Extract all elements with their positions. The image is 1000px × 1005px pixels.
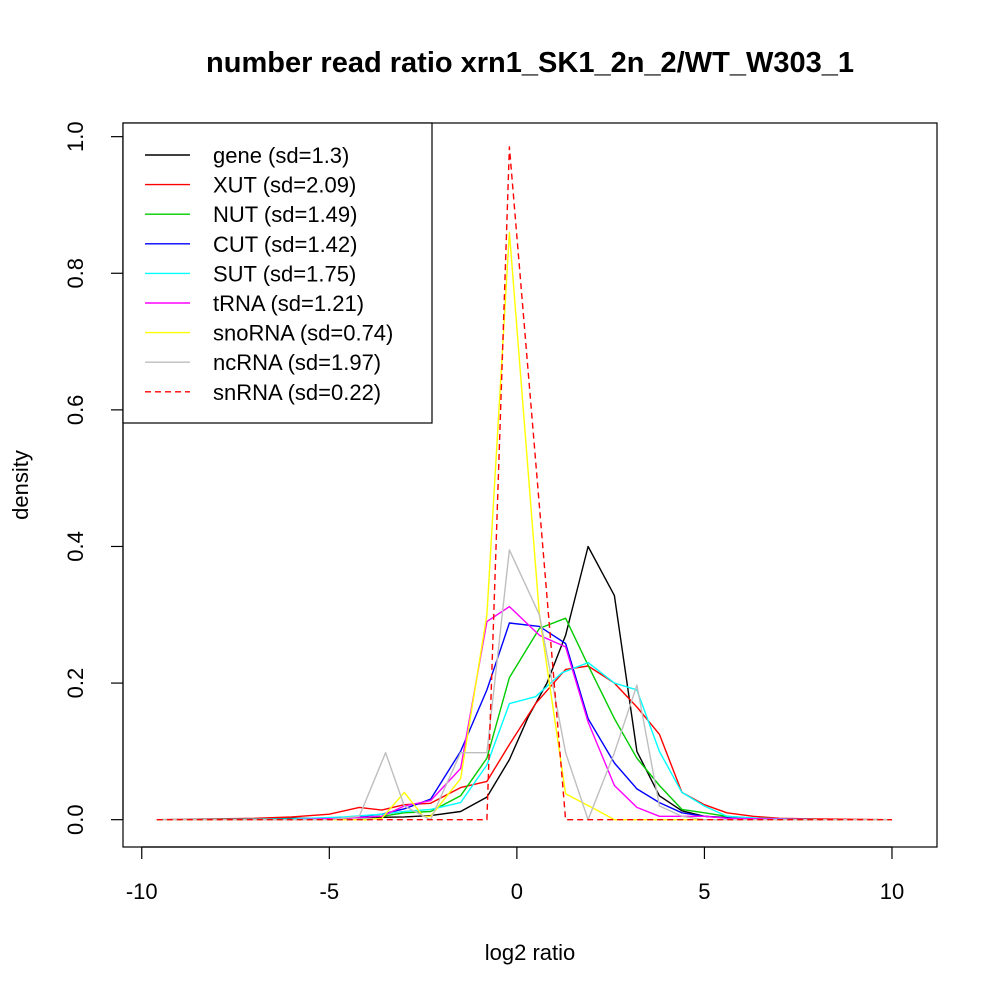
x-tick-label: 0 — [511, 879, 523, 904]
legend-label-2: NUT (sd=1.49) — [213, 202, 357, 227]
legend-label-7: ncRNA (sd=1.97) — [213, 350, 381, 375]
series-layer — [156, 146, 893, 821]
y-tick-label: 0.6 — [63, 395, 88, 426]
legend-label-5: tRNA (sd=1.21) — [213, 291, 364, 316]
x-axis: -10 -5 0 5 10 — [126, 846, 904, 904]
legend-label-1: XUT (sd=2.09) — [213, 173, 356, 198]
x-tick-label: 10 — [880, 879, 904, 904]
series-line-5 — [156, 605, 892, 821]
x-tick-label: 5 — [698, 879, 710, 904]
y-tick-label: 1.0 — [63, 121, 88, 152]
legend-label-6: snoRNA (sd=0.74) — [213, 321, 393, 346]
x-tick-label: -5 — [320, 879, 340, 904]
y-tick-label: 0.8 — [63, 258, 88, 289]
y-tick-label: 0.4 — [63, 531, 88, 562]
series-line-7 — [156, 549, 892, 821]
series-line-8 — [156, 146, 892, 821]
y-tick-label: 0.2 — [63, 668, 88, 699]
legend-label-8: snRNA (sd=0.22) — [213, 380, 381, 405]
series-line-1 — [156, 665, 893, 821]
x-axis-label: log2 ratio — [485, 940, 576, 965]
x-tick-label: -10 — [126, 879, 158, 904]
series-line-0 — [156, 545, 892, 821]
series-line-2 — [156, 617, 892, 821]
chart-title: number read ratio xrn1_SK1_2n_2/WT_W303_… — [206, 47, 854, 79]
legend-label-4: SUT (sd=1.75) — [213, 261, 356, 286]
legend: gene (sd=1.3) XUT (sd=2.09) NUT (sd=1.49) C… — [122, 122, 433, 424]
y-tick-label: 0.0 — [63, 804, 88, 835]
legend-label-0: gene (sd=1.3) — [213, 143, 349, 168]
y-axis: 0.0 0.2 0.4 0.6 0.8 1.0 — [63, 121, 124, 835]
legend-label-3: CUT (sd=1.42) — [213, 232, 357, 257]
series-line-4 — [156, 661, 892, 821]
y-axis-label: density — [8, 450, 33, 520]
series-line-6 — [156, 231, 892, 821]
